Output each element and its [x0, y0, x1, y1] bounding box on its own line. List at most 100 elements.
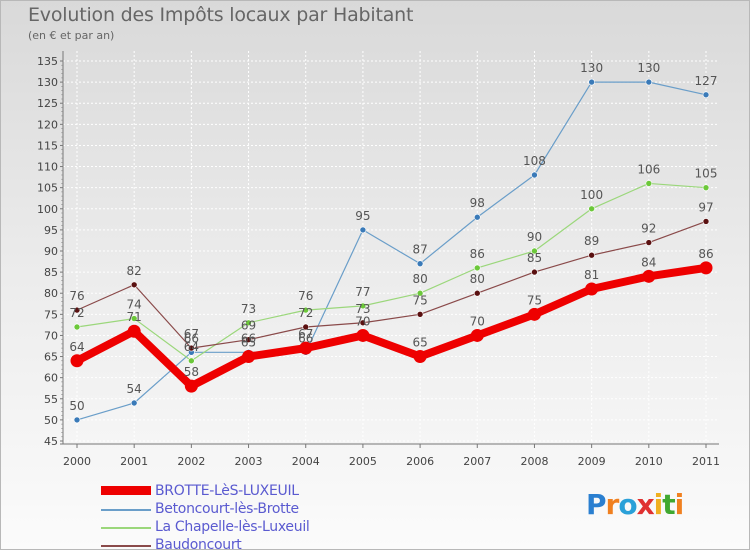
data-point — [356, 328, 370, 342]
data-label: 67 — [184, 327, 199, 341]
x-tick-label: 2004 — [292, 455, 320, 468]
logo-letter: o — [618, 488, 637, 521]
data-point — [470, 328, 484, 342]
logo-letter: r — [605, 488, 620, 521]
data-label: 95 — [355, 209, 370, 223]
data-label: 70 — [470, 314, 485, 328]
data-label: 80 — [470, 272, 485, 286]
data-label: 87 — [412, 243, 427, 257]
data-label: 64 — [69, 340, 84, 354]
data-point — [531, 268, 538, 276]
legend-item-brotte: BROTTE-LèS-LUXEUIL — [101, 483, 361, 500]
data-point — [645, 78, 653, 86]
x-tick-label: 2010 — [635, 455, 663, 468]
data-point — [242, 350, 256, 364]
x-tick-label: 2000 — [63, 455, 91, 468]
data-label: 58 — [184, 365, 199, 379]
x-tick-label: 2008 — [520, 455, 548, 468]
legend-item-baudoncourt: Baudoncourt — [101, 537, 361, 554]
chart-title: Evolution des Impôts locaux par Habitant — [28, 4, 414, 26]
chart-subtitle: (en € et par an) — [28, 29, 115, 42]
logo-letter: i — [653, 488, 664, 521]
data-label: 72 — [69, 306, 84, 320]
y-tick-label: 85 — [44, 266, 58, 279]
data-point — [645, 180, 653, 187]
data-point — [702, 184, 710, 191]
data-point — [188, 357, 195, 365]
y-tick-label: 60 — [44, 372, 58, 385]
logo-letter: i — [674, 488, 685, 521]
data-label: 67 — [298, 327, 313, 341]
data-point — [531, 247, 538, 255]
data-point — [416, 260, 424, 267]
data-label: 74 — [127, 298, 142, 312]
logo-letter: P — [586, 488, 607, 521]
series-line — [73, 263, 710, 391]
data-label: 76 — [69, 289, 84, 303]
data-point — [416, 311, 424, 318]
data-point — [70, 354, 84, 368]
y-tick-label: 135 — [37, 55, 58, 68]
data-label: 77 — [355, 285, 370, 299]
data-point — [73, 323, 81, 331]
data-point — [73, 416, 81, 424]
data-point — [73, 306, 81, 314]
data-label: 82 — [127, 264, 142, 278]
data-label: 86 — [470, 247, 485, 261]
data-point — [130, 315, 138, 322]
data-label: 92 — [641, 222, 656, 236]
data-point — [473, 213, 481, 221]
data-label: 81 — [584, 268, 599, 282]
data-label: 65 — [241, 336, 256, 350]
data-label: 105 — [695, 167, 718, 181]
x-tick-label: 2011 — [692, 455, 720, 468]
data-label: 80 — [412, 272, 427, 286]
data-point — [699, 261, 713, 275]
data-label: 100 — [580, 188, 603, 202]
data-point — [531, 171, 538, 179]
data-label: 54 — [127, 382, 142, 396]
data-point — [473, 264, 481, 272]
y-tick-label: 65 — [44, 351, 58, 364]
data-label: 85 — [527, 251, 542, 265]
data-point — [588, 78, 595, 86]
y-tick-label: 50 — [44, 414, 58, 427]
legend-label-la-chapelle: La Chapelle-lès-Luxeuil — [155, 519, 310, 535]
series-line — [76, 182, 707, 362]
data-label: 84 — [641, 255, 656, 269]
data-label: 130 — [580, 61, 603, 75]
data-point — [359, 226, 367, 234]
data-label: 69 — [241, 319, 256, 333]
data-point — [245, 336, 252, 343]
data-point — [127, 324, 141, 338]
data-point — [299, 341, 313, 355]
series-line — [76, 220, 707, 349]
y-tick-label: 55 — [44, 393, 58, 406]
y-tick-label: 80 — [44, 287, 58, 300]
y-tick-label: 45 — [44, 435, 58, 448]
y-tick-label: 75 — [44, 308, 58, 321]
data-point — [413, 350, 427, 364]
proxiti-logo: Proxiti — [586, 488, 685, 521]
data-label: 86 — [698, 247, 713, 261]
x-tick-label: 2002 — [177, 455, 205, 468]
data-label: 75 — [412, 293, 427, 307]
data-label: 71 — [127, 310, 142, 324]
data-label: 50 — [69, 399, 84, 413]
x-tick-label: 2006 — [406, 455, 434, 468]
data-point — [588, 205, 595, 213]
y-tick-label: 70 — [44, 329, 58, 342]
data-label: 66 — [241, 331, 256, 345]
legend-swatch-brotte — [101, 486, 151, 495]
data-point — [642, 269, 656, 283]
x-tick-label: 2009 — [578, 455, 606, 468]
data-label: 127 — [695, 74, 718, 88]
data-label: 97 — [698, 200, 713, 214]
data-label: 72 — [298, 306, 313, 320]
data-point — [302, 323, 310, 331]
data-label: 108 — [523, 154, 546, 168]
data-label: 98 — [470, 196, 485, 210]
data-point — [302, 306, 310, 314]
